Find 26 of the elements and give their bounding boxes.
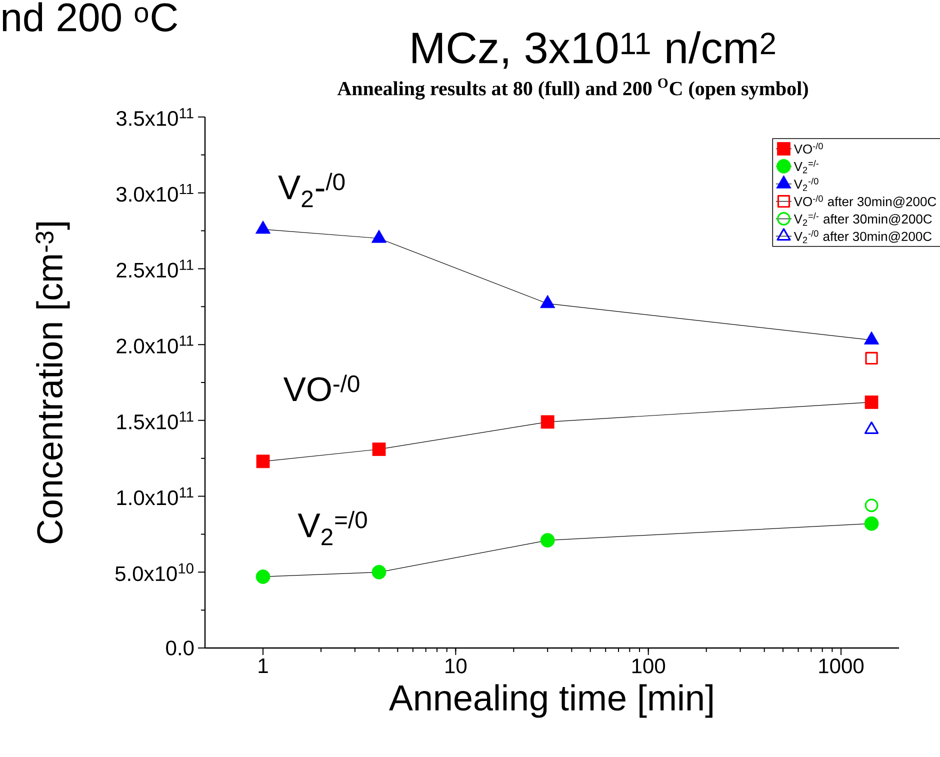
text: nd 200 $^{o}$C [2, 2, 178, 32]
x-tick-label: 1 [258, 658, 268, 673]
legend-label: V$_{2}$-/0 [794, 178, 818, 191]
x-tick-label: 1000 [819, 658, 864, 674]
annotation: V$_{2}$-$^{/0}$ [278, 172, 345, 208]
legend-label: VO$^{-/0}$ after 30min@200C [794, 195, 936, 208]
x-tick-label: 100 [632, 658, 666, 674]
y-tick-label: 1.5x10$^{11}$ [117, 412, 194, 430]
chart-title: MCz, 3x10$^{11}$ n/cm$^{2}$ [412, 31, 775, 69]
y-tick-label: 2.5x10$^{11}$ [116, 260, 194, 278]
legend-label: V$_{2}$$^{=/-}$ after 30min@200C [794, 212, 932, 226]
y-tick-label: 1.0x10$^{11}$ [117, 487, 194, 506]
y-tick-label: 2.0x10$^{11}$ [116, 336, 194, 354]
x-tick-label: 10 [446, 658, 467, 674]
chart-subtitle: Annealing results at 80 (full) and 200 $^{O}$C (open symbol) [337, 78, 808, 100]
y-tick-label: 5.0x10$^{10}$ [115, 563, 194, 582]
y-tick-label: 3.5x10$^{11}$ [116, 108, 194, 126]
annotation: VO$^{-/0}$ [283, 374, 360, 402]
y-tick-label: 3.0x10$^{11}$ [116, 184, 194, 202]
legend-label: VO$^{-/0}$ [794, 142, 823, 154]
legend-label: V$_{2}$$^{-/0}$ after 30min@200C [794, 230, 932, 244]
legend-label: V$_{2}$=/- [794, 160, 819, 174]
annotation: V$_{2}$=/0 [298, 510, 367, 546]
y-tick-label: 0.0 [166, 640, 194, 656]
x-axis-title: Annealing time [min] [388, 684, 712, 718]
y-axis-title: Concentration [cm$^{-3}$] [36, 222, 70, 544]
